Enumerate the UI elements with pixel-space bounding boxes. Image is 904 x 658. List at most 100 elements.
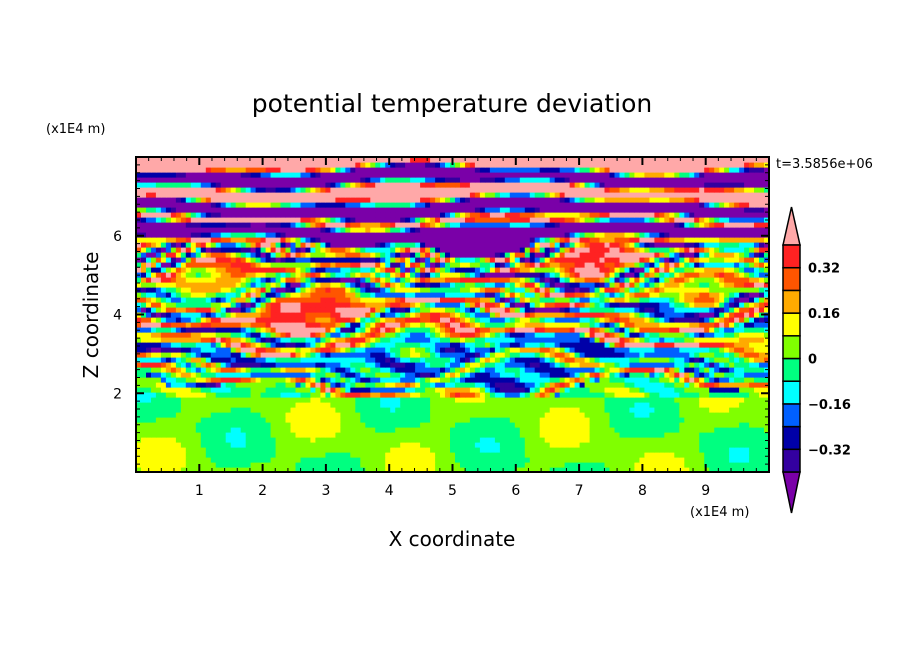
contour-cell: [694, 342, 700, 348]
contour-cell: [160, 312, 167, 318]
contour-cell: [539, 292, 546, 298]
contour-cell: [624, 432, 631, 438]
contour-cell: [370, 327, 376, 333]
contour-cell: [614, 427, 621, 433]
contour-cell: [146, 342, 152, 348]
contour-cell: [260, 317, 267, 323]
contour-cell: [709, 447, 715, 453]
contour-cell: [524, 382, 531, 388]
contour-cell: [599, 297, 606, 303]
contour-cell: [435, 467, 441, 473]
contour-cell: [320, 312, 326, 318]
contour-cell: [360, 462, 366, 468]
contour-cell: [519, 467, 526, 473]
contour-cell: [569, 327, 576, 333]
contour-cell: [345, 422, 351, 428]
contour-cell: [355, 397, 361, 403]
contour-cell: [455, 332, 461, 338]
contour-cell: [136, 342, 142, 348]
contour-cell: [554, 447, 561, 453]
contour-cell: [225, 302, 232, 308]
contour-cell: [554, 407, 561, 413]
contour-cell: [664, 367, 670, 373]
contour-cell: [435, 457, 441, 463]
contour-cell: [724, 332, 730, 338]
contour-cell: [764, 302, 770, 308]
contour-cell: [285, 362, 292, 368]
contour-cell: [465, 422, 471, 428]
contour-cell: [609, 427, 616, 433]
contour-cell: [420, 397, 426, 403]
contour-cell: [151, 322, 157, 328]
contour-cell: [285, 377, 292, 383]
contour-cell: [759, 297, 765, 303]
contour-cell: [390, 382, 396, 388]
contour-cell: [584, 332, 591, 338]
contour-cell: [295, 437, 302, 443]
contour-cell: [265, 367, 272, 373]
contour-cell: [345, 342, 351, 348]
contour-cell: [759, 337, 765, 343]
contour-cell: [200, 467, 207, 473]
contour-cell: [235, 272, 242, 278]
contour-cell: [579, 412, 586, 418]
contour-cell: [390, 387, 396, 393]
contour-cell: [305, 352, 312, 358]
contour-cell: [754, 282, 760, 288]
contour-cell: [375, 362, 381, 368]
contour-cell: [285, 412, 292, 418]
contour-cell: [754, 362, 760, 368]
contour-cell: [405, 417, 411, 423]
contour-cell: [689, 342, 695, 348]
contour-cell: [549, 392, 556, 398]
contour-field: [136, 157, 770, 473]
contour-cell: [290, 347, 297, 353]
contour-cell: [679, 327, 685, 333]
contour-cell: [315, 417, 321, 423]
contour-cell: [664, 277, 670, 283]
contour-cell: [744, 357, 750, 363]
contour-cell: [654, 467, 660, 473]
contour-cell: [749, 347, 755, 353]
contour-cell: [469, 287, 476, 293]
contour-cell: [689, 447, 695, 453]
contour-cell: [350, 302, 356, 308]
contour-cell: [479, 372, 486, 378]
contour-cell: [714, 442, 720, 448]
contour-cell: [709, 287, 715, 293]
contour-cell: [474, 432, 481, 438]
contour-cell: [584, 437, 591, 443]
contour-cell: [375, 282, 381, 288]
contour-cell: [340, 442, 346, 448]
contour-cell: [679, 452, 685, 458]
contour-cell: [360, 342, 366, 348]
contour-cell: [375, 407, 381, 413]
contour-cell: [759, 287, 765, 293]
contour-cell: [699, 317, 705, 323]
contour-cell: [524, 342, 531, 348]
contour-cell: [315, 432, 321, 438]
contour-cell: [699, 282, 705, 288]
contour-cell: [709, 312, 715, 318]
contour-cell: [679, 467, 685, 473]
contour-cell: [400, 432, 406, 438]
contour-cell: [240, 427, 247, 433]
contour-cell: [674, 397, 680, 403]
contour-cell: [295, 292, 302, 298]
contour-cell: [709, 407, 715, 413]
contour-cell: [175, 417, 182, 423]
contour-cell: [425, 362, 431, 368]
contour-cell: [709, 317, 715, 323]
contour-cell: [215, 327, 222, 333]
contour-cell: [185, 412, 192, 418]
contour-cell: [210, 407, 217, 413]
contour-cell: [474, 447, 481, 453]
contour-cell: [574, 427, 581, 433]
contour-cell: [654, 367, 660, 373]
contour-cell: [749, 297, 755, 303]
contour-cell: [295, 427, 302, 433]
contour-cell: [320, 322, 326, 328]
contour-cell: [754, 292, 760, 298]
contour-cell: [455, 342, 461, 348]
contour-cell: [644, 377, 650, 383]
